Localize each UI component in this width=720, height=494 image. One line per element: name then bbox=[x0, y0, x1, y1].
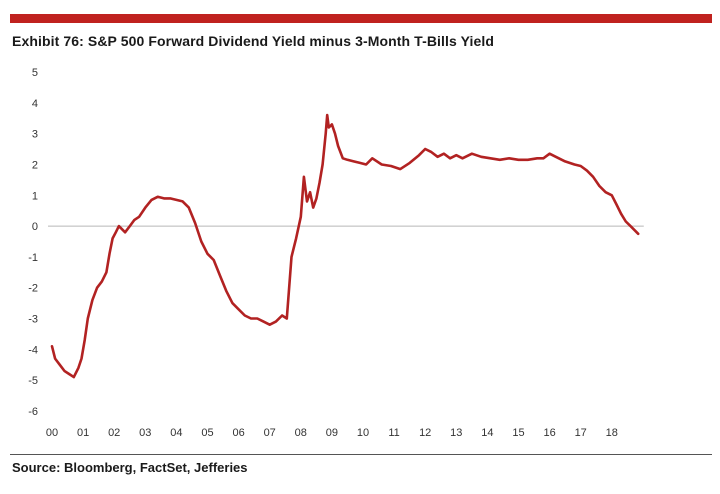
x-tick-label: 06 bbox=[232, 427, 244, 439]
x-tick-label: 05 bbox=[201, 427, 213, 439]
y-tick-label: -5 bbox=[28, 375, 38, 387]
x-tick-label: 14 bbox=[481, 427, 493, 439]
x-tick-label: 01 bbox=[77, 427, 89, 439]
y-tick-label: -1 bbox=[28, 252, 38, 264]
y-tick-label: 2 bbox=[32, 159, 38, 171]
x-tick-label: 18 bbox=[606, 427, 618, 439]
y-tick-label: -6 bbox=[28, 406, 38, 418]
y-tick-label: -3 bbox=[28, 314, 38, 326]
y-tick-label: 1 bbox=[32, 190, 38, 202]
x-tick-label: 03 bbox=[139, 427, 151, 439]
x-tick-label: 09 bbox=[326, 427, 338, 439]
x-tick-label: 17 bbox=[575, 427, 587, 439]
y-tick-label: -4 bbox=[28, 344, 38, 356]
y-tick-label: 0 bbox=[32, 221, 38, 233]
x-tick-label: 00 bbox=[46, 427, 58, 439]
x-tick-label: 10 bbox=[357, 427, 369, 439]
x-tick-label: 12 bbox=[419, 427, 431, 439]
x-tick-label: 13 bbox=[450, 427, 462, 439]
y-axis: 5 4 3 2 1 0 -1 -2 -3 -4 -5 -6 bbox=[28, 67, 38, 418]
series-layer bbox=[50, 113, 640, 379]
x-tick-label: 11 bbox=[388, 427, 399, 439]
x-tick-label: 07 bbox=[264, 427, 276, 439]
x-tick-label: 08 bbox=[295, 427, 307, 439]
x-tick-label: 04 bbox=[170, 427, 182, 439]
y-tick-label: 3 bbox=[32, 129, 38, 141]
chart-title: Exhibit 76: S&P 500 Forward Dividend Yie… bbox=[12, 33, 495, 49]
x-tick-label: 15 bbox=[512, 427, 524, 439]
y-tick-label: -2 bbox=[28, 283, 38, 295]
y-tick-label: 4 bbox=[32, 98, 38, 110]
series-line bbox=[50, 113, 640, 379]
source-note: Source: Bloomberg, FactSet, Jefferies bbox=[12, 460, 248, 475]
y-tick-label: 5 bbox=[32, 67, 38, 79]
x-tick-label: 02 bbox=[108, 427, 120, 439]
header-accent-bar bbox=[10, 14, 712, 23]
footer-divider bbox=[10, 454, 712, 455]
x-axis: 00 01 02 03 04 05 06 07 08 09 10 11 12 13 14 15 16 17 18 bbox=[46, 427, 618, 439]
x-tick-label: 16 bbox=[543, 427, 555, 439]
